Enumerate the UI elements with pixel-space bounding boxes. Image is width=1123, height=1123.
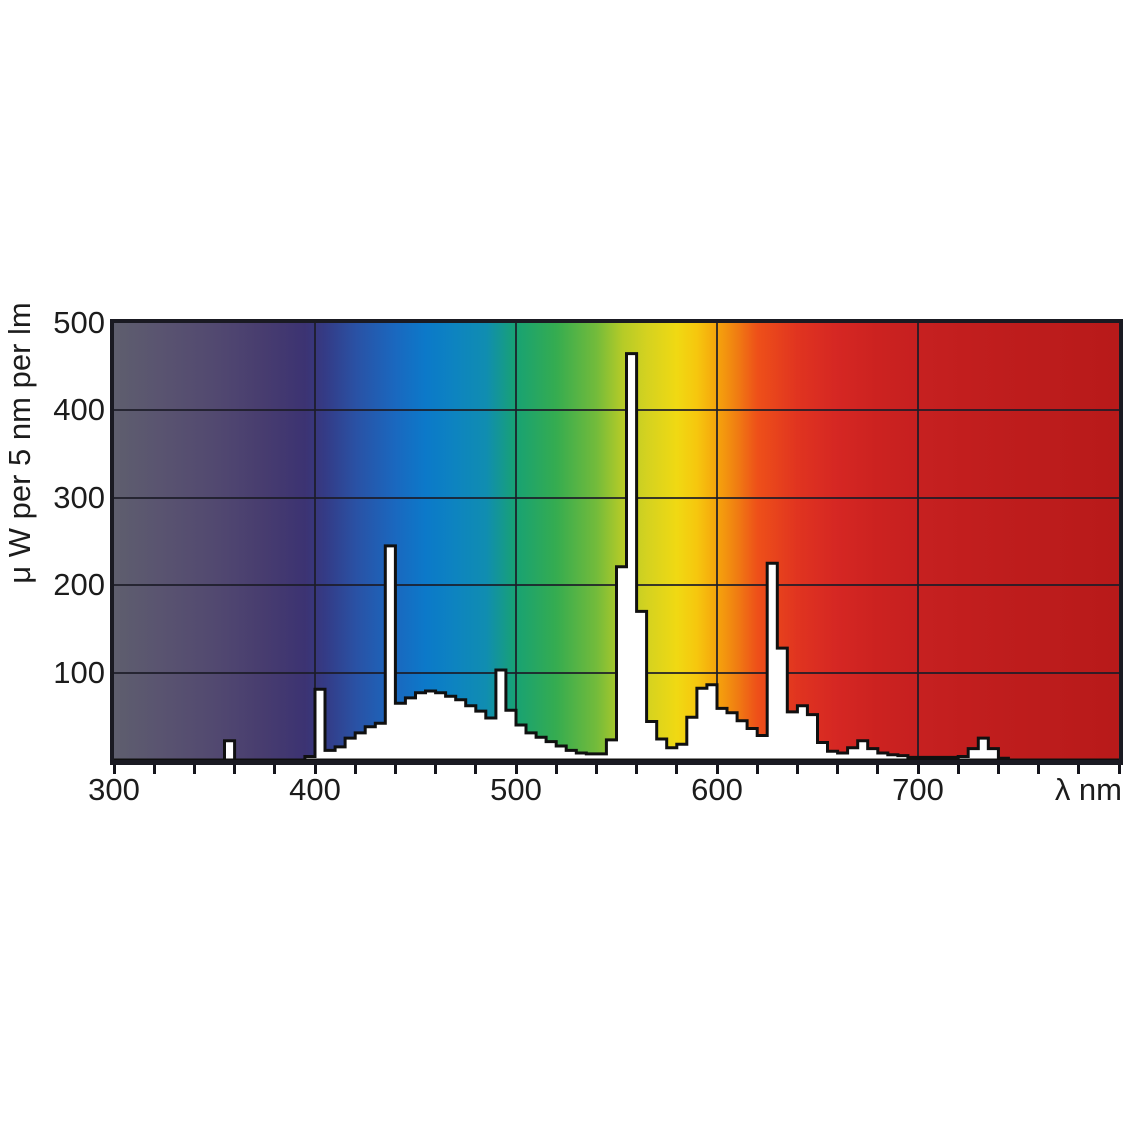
gridline-x-700 (917, 323, 919, 760)
x-tick-360 (233, 765, 237, 774)
x-tick-580 (675, 765, 679, 774)
spectrum-curve-path (114, 352, 1119, 760)
x-axis-unit-label: λ nm (1054, 772, 1122, 807)
x-tick-label-600: 600 (691, 772, 743, 807)
x-tick-740 (996, 765, 1000, 774)
y-axis-unit-label: μ W per 5 nm per lm (2, 302, 37, 584)
x-tick-540 (594, 765, 598, 774)
x-tick-780 (1077, 765, 1081, 774)
x-tick-420 (353, 765, 357, 774)
y-tick-label-400: 400 (53, 392, 105, 428)
x-tick-380 (273, 765, 277, 774)
x-tick-label-400: 400 (289, 772, 341, 807)
y-tick-label-200: 200 (53, 567, 105, 603)
gridline-x-500 (515, 323, 517, 760)
x-tick-620 (755, 765, 759, 774)
gridline-y-300 (114, 496, 1119, 499)
y-tick-label-100: 100 (53, 654, 105, 690)
x-tick-label-300: 300 (88, 772, 140, 807)
x-tick-600 (715, 765, 719, 774)
x-tick-800 (1117, 765, 1121, 774)
x-tick-400 (313, 765, 317, 774)
gridline-x-600 (716, 323, 718, 760)
x-tick-300 (112, 765, 116, 774)
y-tick-label-300: 300 (53, 479, 105, 515)
gridline-x-400 (314, 323, 316, 760)
spectrum-step-curve (114, 352, 1119, 760)
x-tick-520 (554, 765, 558, 774)
x-tick-700 (916, 765, 920, 774)
x-tick-460 (434, 765, 438, 774)
plot-area (114, 323, 1119, 760)
x-tick-720 (956, 765, 960, 774)
x-tick-680 (876, 765, 880, 774)
gridline-y-400 (114, 409, 1119, 412)
x-tick-560 (635, 765, 639, 774)
x-tick-500 (514, 765, 518, 774)
plot-frame (110, 319, 1123, 765)
x-tick-340 (192, 765, 196, 774)
x-tick-label-500: 500 (490, 772, 542, 807)
x-tick-660 (836, 765, 840, 774)
x-tick-640 (795, 765, 799, 774)
x-tick-320 (152, 765, 156, 774)
x-tick-label-700: 700 (892, 772, 944, 807)
x-tick-760 (1037, 765, 1041, 774)
x-tick-440 (393, 765, 397, 774)
y-tick-label-500: 500 (53, 305, 105, 340)
x-tick-480 (474, 765, 478, 774)
